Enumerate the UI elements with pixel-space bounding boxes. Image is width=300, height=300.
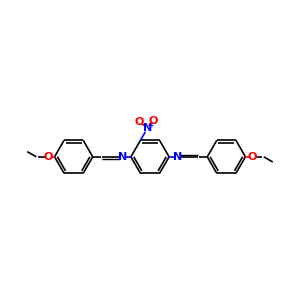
Text: +: +: [148, 123, 154, 129]
Text: O: O: [148, 116, 158, 127]
Text: O: O: [135, 117, 144, 127]
Text: N: N: [173, 152, 182, 162]
Text: O: O: [248, 152, 257, 162]
Text: O: O: [43, 152, 52, 162]
Text: N: N: [143, 123, 152, 133]
Text: N: N: [118, 152, 127, 162]
